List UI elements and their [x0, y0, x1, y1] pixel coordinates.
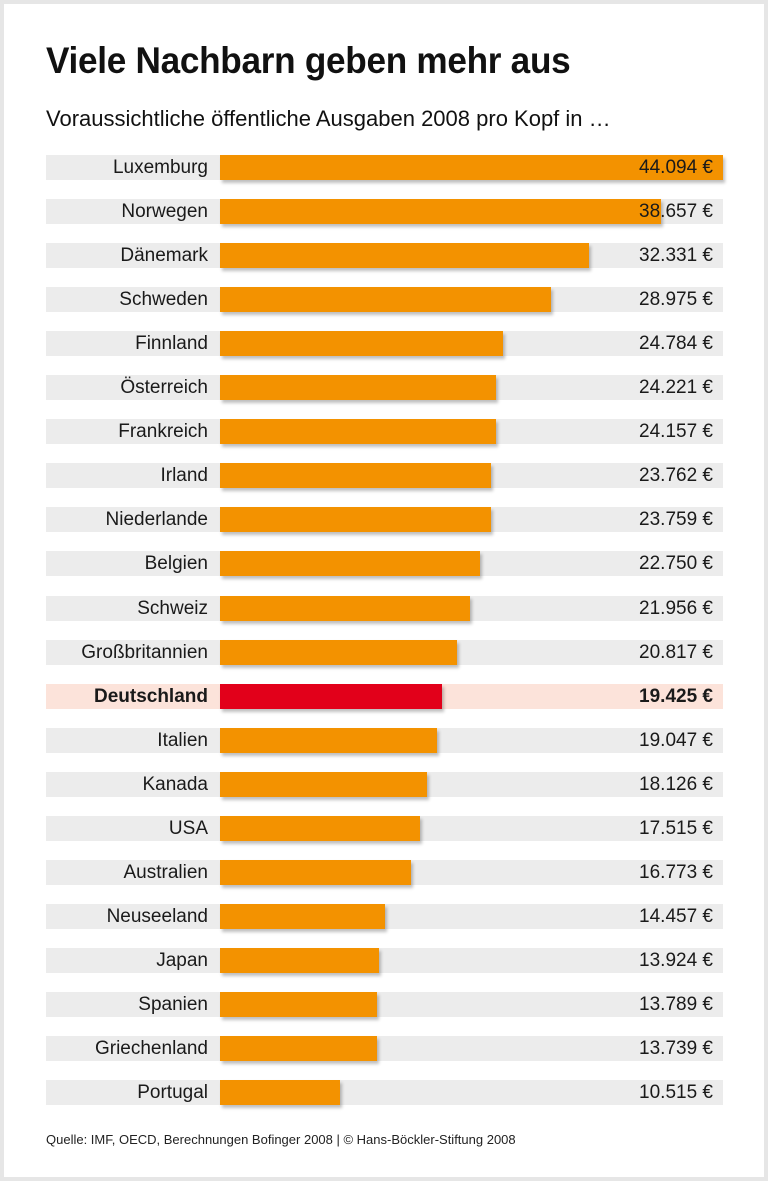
category-label: Finnland — [135, 333, 208, 355]
bar — [220, 903, 385, 929]
category-label: Österreich — [120, 377, 208, 399]
value-label: 18.126 € — [639, 773, 713, 795]
bar — [220, 331, 503, 357]
value-label: 10.515 € — [639, 1082, 713, 1104]
bar — [220, 419, 496, 445]
value-label: 19.425 € — [639, 685, 713, 707]
category-label: Kanada — [142, 773, 208, 795]
value-label: 38.657 € — [639, 201, 713, 223]
value-label: 19.047 € — [639, 729, 713, 751]
value-label: 22.750 € — [639, 553, 713, 575]
bar — [220, 463, 492, 489]
category-label: Italien — [157, 729, 208, 751]
bar — [220, 639, 458, 665]
value-label: 44.094 € — [639, 157, 713, 178]
value-label: 13.789 € — [639, 993, 713, 1015]
row-background — [46, 1080, 723, 1106]
value-label: 20.817 € — [639, 641, 713, 663]
bar — [220, 199, 661, 225]
category-label: Griechenland — [94, 1038, 208, 1059]
category-label: Schweden — [119, 289, 208, 311]
category-label: Irland — [160, 465, 208, 487]
bar — [220, 243, 589, 269]
row-background — [46, 991, 723, 1017]
bar — [220, 595, 471, 621]
row-background — [46, 947, 723, 973]
category-label: Australien — [123, 861, 209, 883]
bar — [220, 375, 497, 401]
bar — [220, 859, 412, 885]
value-label: 23.762 € — [639, 465, 713, 487]
value-label: 32.331 € — [639, 245, 713, 267]
category-label: Dänemark — [120, 245, 208, 267]
category-label: Belgien — [144, 553, 208, 575]
chart-subtitle: Voraussichtliche öffentliche Ausgaben 20… — [46, 106, 611, 131]
category-label: Norwegen — [121, 201, 208, 223]
row-background — [46, 1036, 723, 1061]
value-label: 16.773 € — [639, 861, 713, 883]
category-label: Deutschland — [93, 685, 208, 707]
category-label: Niederlande — [105, 509, 208, 531]
category-label: Großbritannien — [81, 641, 208, 663]
bar — [220, 991, 378, 1017]
value-label: 14.457 € — [639, 905, 713, 927]
value-label: 13.924 € — [639, 949, 713, 971]
value-label: 24.157 € — [639, 421, 713, 443]
bar — [220, 155, 723, 180]
value-label: 13.739 € — [639, 1038, 713, 1059]
chart-title: Viele Nachbarn geben mehr aus — [46, 40, 571, 81]
category-label: Schweiz — [137, 597, 208, 619]
bar — [220, 771, 427, 797]
category-label: USA — [168, 817, 208, 839]
bar — [220, 1036, 377, 1061]
bar — [220, 507, 492, 533]
value-label: 28.975 € — [639, 289, 713, 311]
category-label: Luxemburg — [112, 157, 208, 178]
bar — [220, 947, 379, 973]
bar — [220, 683, 442, 709]
category-label: Portugal — [137, 1082, 208, 1104]
bar — [220, 815, 420, 841]
category-label: Spanien — [138, 993, 208, 1015]
value-label: 24.784 € — [639, 333, 713, 355]
value-label: 17.515 € — [639, 817, 713, 839]
value-label: 24.221 € — [639, 377, 713, 399]
category-label: Neuseeland — [106, 905, 208, 927]
value-label: 23.759 € — [639, 509, 713, 531]
bar — [220, 1080, 340, 1106]
category-label: Frankreich — [118, 421, 208, 443]
bar — [220, 287, 551, 313]
value-label: 21.956 € — [639, 597, 713, 619]
source-note: Quelle: IMF, OECD, Berechnungen Bofinger… — [46, 1132, 516, 1147]
bar — [220, 551, 480, 577]
category-label: Japan — [156, 949, 208, 971]
bar — [220, 727, 438, 753]
